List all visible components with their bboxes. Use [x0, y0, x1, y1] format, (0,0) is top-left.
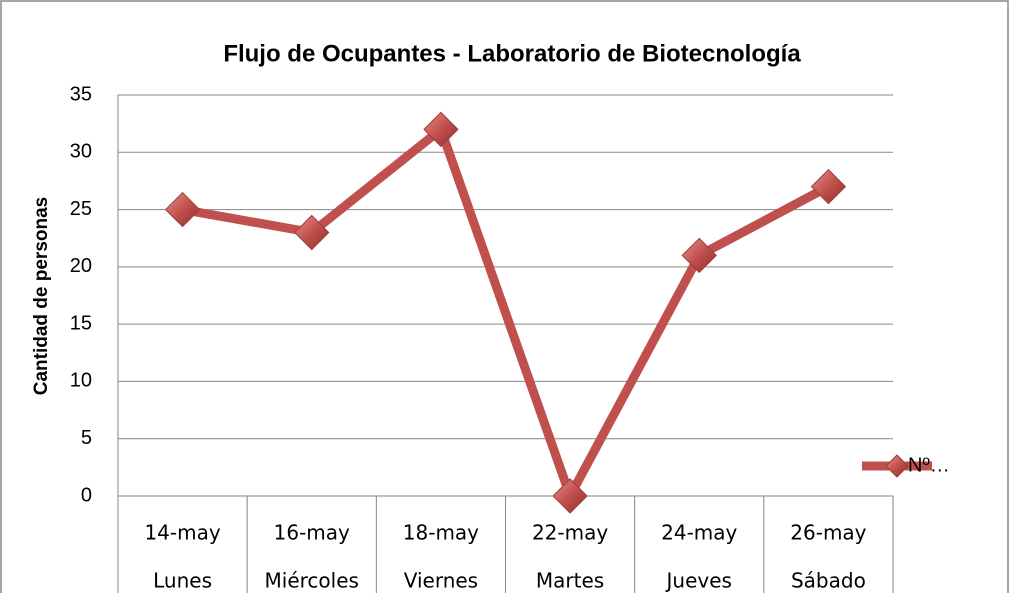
data-point — [552, 478, 588, 514]
y-tick-label: 10 — [70, 370, 92, 392]
x-tick-sublabel: Sábado — [791, 569, 866, 593]
data-point — [294, 214, 330, 251]
y-axis-label: Cantidad de personas — [31, 197, 52, 396]
x-tick-label: 22-may — [532, 521, 608, 545]
data-point — [164, 191, 201, 228]
x-tick-sublabel: Lunes — [153, 569, 212, 593]
x-tick-sublabel: Jueves — [665, 569, 732, 593]
chart-title: Flujo de Ocupantes - Laboratorio de Biot… — [223, 40, 801, 67]
x-tick-sublabel: Viernes — [404, 569, 478, 593]
x-tick-label: 18-may — [403, 521, 479, 545]
data-point — [681, 237, 717, 274]
y-tick-label: 5 — [81, 427, 92, 449]
x-tick-label: 26-may — [790, 521, 866, 545]
x-tick-sublabel: Miércoles — [265, 569, 359, 593]
x-tick-label: 16-may — [274, 521, 350, 545]
x-tick-label: 24-may — [661, 521, 737, 545]
y-tick-label: 0 — [81, 484, 92, 506]
series-line — [181, 124, 831, 501]
legend-marker — [885, 454, 909, 478]
legend-label: Nº… — [908, 454, 950, 476]
y-tick-label: 25 — [70, 198, 92, 220]
y-tick-label: 20 — [70, 255, 92, 277]
y-tick-label: 30 — [70, 141, 92, 163]
y-tick-label: 35 — [70, 83, 92, 105]
data-point — [423, 111, 459, 148]
y-tick-label: 15 — [70, 312, 92, 334]
x-tick-label: 14-may — [144, 521, 220, 545]
data-point — [810, 168, 847, 205]
x-tick-sublabel: Martes — [536, 569, 604, 593]
